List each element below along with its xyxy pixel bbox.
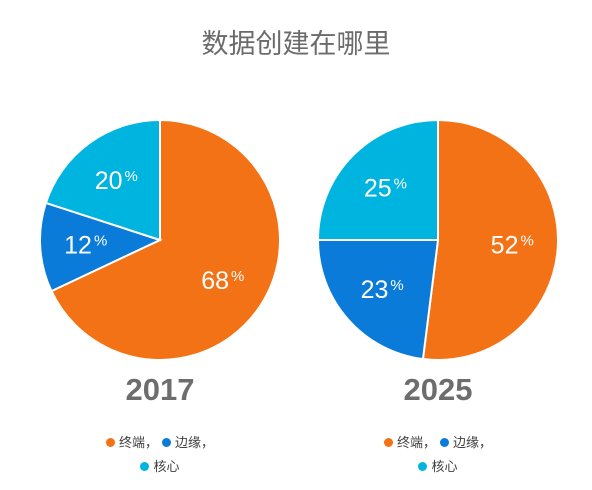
chart-title: 数据创建在哪里 (201, 29, 391, 60)
pie-slice-2017-0 (50, 118, 281, 361)
legend-item-2017-0: 终端， (105, 432, 158, 456)
pie-slice-2017-2 (44, 118, 161, 242)
legend-dot-icon (140, 462, 150, 471)
pie-slice-2025-2 (316, 118, 439, 241)
pie-slice-2025-1 (316, 239, 440, 361)
slice-label-2025-2: 25% (364, 174, 407, 202)
legend-label: 核心 (431, 460, 458, 475)
slice-label-2017-2: 20% (95, 167, 138, 195)
slice-label-2025-1: 23% (361, 276, 404, 304)
legend-dot-icon (383, 438, 393, 447)
legend-dot-icon (418, 462, 428, 471)
slice-label-2017-0: 68% (201, 267, 244, 295)
legend-item-2025-1: 边缘， (440, 432, 492, 456)
pie-slice-2025-0 (421, 118, 559, 361)
legend-item-2025-0: 终端， (383, 432, 436, 456)
legend-label: 核心 (153, 460, 180, 475)
slice-label-2025-0: 52% (491, 232, 534, 260)
legend-2017: 终端， 边缘， 核心 (60, 432, 260, 480)
legend-label: 边缘， (175, 436, 215, 451)
legend-item-2017-2: 核心 (140, 456, 180, 480)
legend-2025: 终端， 边缘， 核心 (338, 432, 538, 480)
slice-label-2017-1: 12% (64, 232, 107, 260)
legend-label: 终端， (118, 436, 158, 451)
year-label-2017: 2017 (126, 372, 195, 407)
legend-dot-icon (105, 438, 115, 447)
pie-slice-2017-1 (39, 201, 163, 293)
legend-item-2025-2: 核心 (418, 456, 458, 480)
legend-dot-icon (162, 438, 171, 447)
legend-item-2017-1: 边缘， (162, 432, 214, 456)
legend-dot-icon (440, 438, 449, 447)
legend-label: 终端， (396, 436, 436, 451)
year-label-2025: 2025 (404, 372, 473, 407)
legend-label: 边缘， (453, 436, 493, 451)
